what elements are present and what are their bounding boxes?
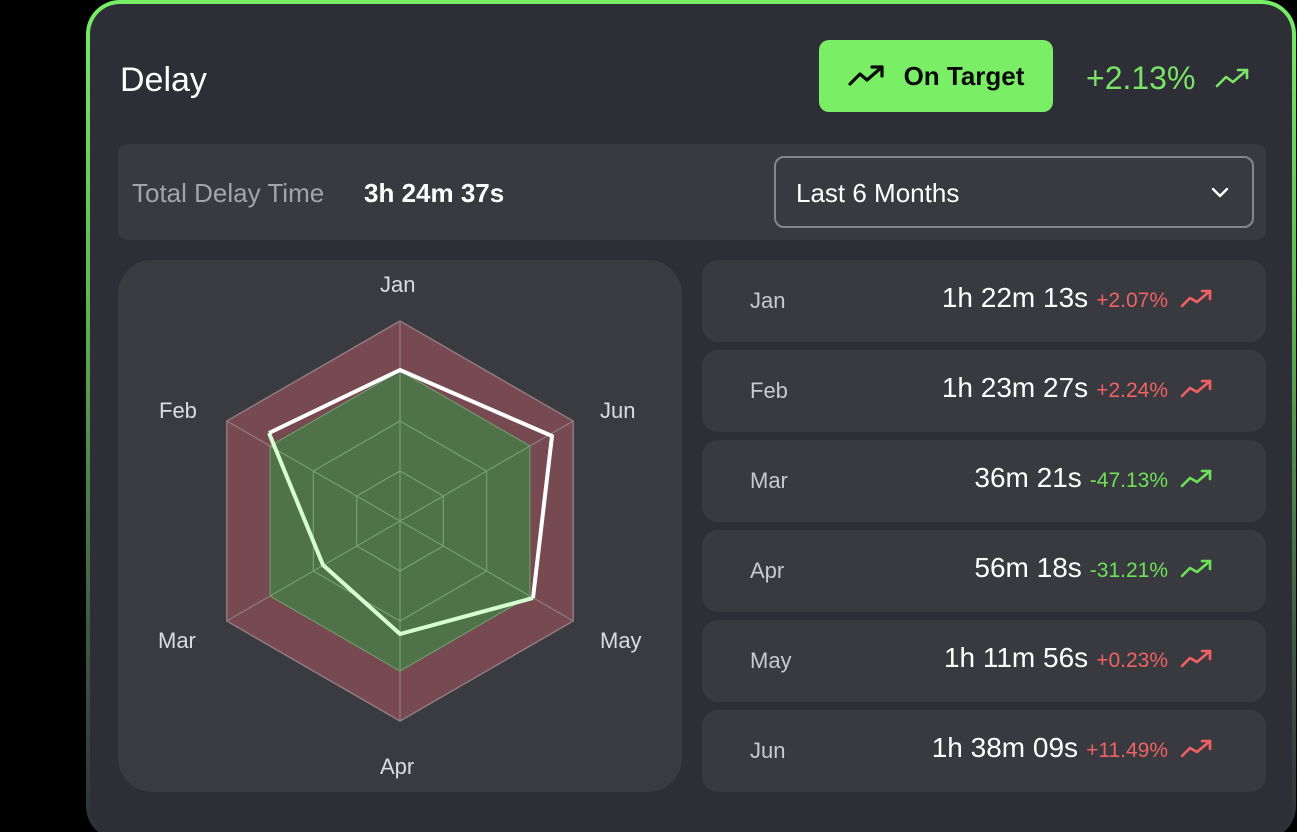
axis-label-feb: Feb bbox=[159, 398, 197, 423]
overall-change-value: +2.13% bbox=[1086, 60, 1196, 96]
trending-up-icon bbox=[1216, 68, 1249, 88]
axis-label-may: May bbox=[600, 628, 642, 653]
month-row-may[interactable]: May 1h 11m 56s +0.23% bbox=[702, 620, 1266, 702]
monthly-delay-list: Jan 1h 22m 13s +2.07% Feb 1h 23m 27s +2.… bbox=[702, 260, 1266, 800]
radar-chart bbox=[226, 320, 574, 722]
month-change: +0.23% bbox=[1096, 649, 1168, 672]
axis-label-jan: Jan bbox=[380, 272, 416, 297]
trending-up-icon bbox=[847, 65, 884, 86]
overall-change: +2.13% bbox=[1086, 58, 1251, 98]
month-change: +2.07% bbox=[1096, 289, 1168, 312]
axis-label-apr: Apr bbox=[380, 754, 415, 779]
month-time: 1h 22m 13s bbox=[941, 282, 1089, 313]
period-select-value: Last 6 Months bbox=[796, 178, 960, 208]
month-change: +11.49% bbox=[1086, 739, 1168, 762]
radar-chart-panel: Jan Jun May Apr Mar Feb bbox=[118, 260, 682, 792]
month-time: 1h 38m 09s bbox=[931, 732, 1079, 763]
trending-up-icon bbox=[1180, 289, 1212, 308]
trending-up-icon bbox=[1180, 649, 1212, 668]
card-title: Delay bbox=[120, 61, 207, 99]
month-label: Feb bbox=[750, 378, 788, 403]
total-delay-value: 3h 24m 37s bbox=[364, 178, 505, 208]
month-row-jan[interactable]: Jan 1h 22m 13s +2.07% bbox=[702, 260, 1266, 342]
delay-card-body: Delay On Target +2.13% Total Delay Time … bbox=[90, 4, 1292, 832]
month-time: 1h 11m 56s bbox=[943, 642, 1089, 673]
month-change: +2.24% bbox=[1096, 379, 1168, 402]
axis-label-jun: Jun bbox=[600, 398, 636, 423]
delay-card: Delay On Target +2.13% Total Delay Time … bbox=[86, 0, 1296, 832]
on-target-label: On Target bbox=[903, 60, 1025, 91]
period-select[interactable]: Last 6 Months bbox=[774, 156, 1254, 228]
month-label: Mar bbox=[750, 468, 788, 493]
month-label: Apr bbox=[750, 558, 785, 583]
month-change: -47.13% bbox=[1089, 469, 1168, 492]
on-target-badge[interactable]: On Target bbox=[819, 40, 1053, 112]
month-change: -31.21% bbox=[1089, 559, 1168, 582]
month-row-mar[interactable]: Mar 36m 21s -47.13% bbox=[702, 440, 1266, 522]
month-time: 56m 18s bbox=[974, 552, 1082, 583]
trending-up-icon bbox=[1180, 739, 1212, 758]
month-row-apr[interactable]: Apr 56m 18s -31.21% bbox=[702, 530, 1266, 612]
month-label: May bbox=[750, 648, 792, 673]
month-label: Jan bbox=[750, 288, 786, 313]
axis-label-mar: Mar bbox=[158, 628, 196, 653]
chevron-down-icon bbox=[1211, 187, 1229, 198]
month-row-feb[interactable]: Feb 1h 23m 27s +2.24% bbox=[702, 350, 1266, 432]
month-time: 36m 21s bbox=[974, 462, 1082, 493]
delay-series-upper bbox=[268, 368, 554, 599]
trending-up-icon bbox=[1180, 379, 1212, 398]
month-row-jun[interactable]: Jun 1h 38m 09s +11.49% bbox=[702, 710, 1266, 792]
total-delay-label: Total Delay Time bbox=[132, 178, 325, 208]
month-label: Jun bbox=[750, 738, 786, 763]
month-time: 1h 23m 27s bbox=[941, 372, 1089, 403]
total-delay-summary: Total Delay Time 3h 24m 37s Last 6 Month… bbox=[118, 144, 1266, 240]
delay-series-lower bbox=[267, 432, 534, 636]
trending-up-icon bbox=[1180, 469, 1212, 488]
trending-up-icon bbox=[1180, 559, 1212, 578]
